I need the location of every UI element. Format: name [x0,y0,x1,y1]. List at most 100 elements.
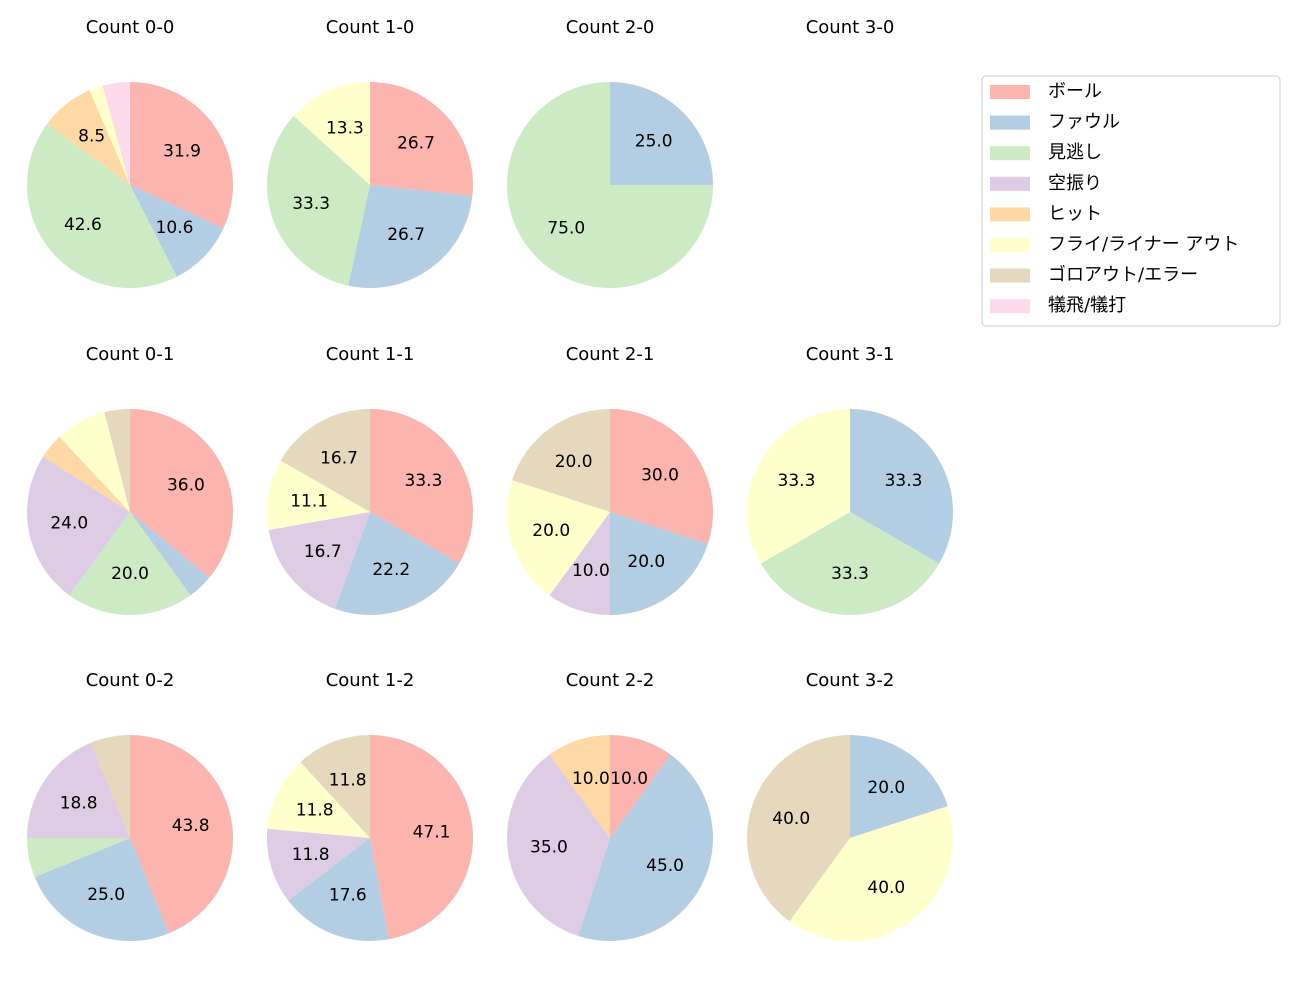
pie-slice [26,123,177,288]
pie-slice [789,806,953,941]
slice-label: 8.5 [78,127,105,147]
slice-label: 33.3 [405,471,443,491]
slice-label: 11.1 [290,491,328,511]
slice-label: 31.9 [163,142,201,162]
pie-slice [348,185,473,289]
slice-label: 26.7 [397,134,435,154]
legend-swatch [990,238,1030,252]
legend-swatch [990,207,1030,222]
slice-label: 43.8 [172,816,210,836]
slice-label: 30.0 [641,466,679,486]
pie-slice [43,436,130,512]
legend-label: ボール [1048,81,1102,102]
chart-title: Count 0-0 [86,17,175,38]
slice-label: 40.0 [867,878,905,898]
pie-slice [507,480,610,596]
pie-slice [130,185,224,277]
pie-slice [746,409,850,564]
legend-swatch [990,299,1030,314]
pie-slice [549,735,610,838]
pie-slice [370,82,474,196]
chart-title: Count 0-2 [86,670,175,691]
pie-slice [267,828,370,901]
legend-swatch [990,85,1030,99]
chart-title: Count 0-1 [86,344,175,365]
slice-label: 20.0 [555,452,593,472]
slice-label: 33.3 [831,564,869,584]
pie-slice [130,409,234,578]
pie-slice [104,409,130,512]
legend-box [981,75,1281,327]
slice-label: 10.0 [572,561,610,581]
pie-slice [293,82,370,185]
slice-label: 33.3 [292,194,330,214]
pie-slice [610,512,708,615]
slice-label: 25.0 [635,131,673,151]
slice-label: 16.7 [304,542,342,562]
chart-title: Count 1-1 [326,344,415,365]
slice-label: 36.0 [167,476,205,496]
chart-title: Count 3-1 [806,344,895,365]
slice-label: 33.3 [885,471,923,491]
pie-slice [90,735,130,838]
legend-swatch [990,268,1030,283]
slice-label: 26.7 [387,225,425,245]
slice-label: 20.0 [111,564,149,584]
pie-slice [130,735,234,934]
pie-slice [300,735,370,838]
pie-slice [130,512,210,596]
pie-slice [69,512,191,615]
pie-slice [27,742,130,838]
pie-slice [102,82,130,185]
slice-label: 10.0 [610,769,648,789]
slice-label: 24.0 [50,514,88,534]
legend-label: フライ/ライナー アウト [1048,234,1239,255]
slice-label: 75.0 [547,219,585,239]
slice-label: 20.0 [867,778,905,798]
legend-label: 犠飛/犠打 [1048,295,1126,316]
legend-label: ファウル [1048,112,1120,133]
legend-swatch [990,115,1030,130]
slice-label: 42.6 [64,215,102,235]
pie-slice [370,409,473,564]
slice-label: 11.8 [296,801,334,821]
slice-label: 35.0 [530,838,568,858]
legend-label: 見逃し [1048,142,1102,163]
slice-label: 33.3 [778,471,816,491]
pie-slice [266,115,370,286]
slice-label: 16.7 [320,449,358,469]
pie-slice [27,456,131,596]
pie-slice [747,735,850,922]
chart-title: Count 2-2 [566,670,655,691]
pie-slice [760,512,940,616]
slice-label: 18.8 [60,794,98,814]
pie-slice [335,512,460,615]
pie-slice [507,754,610,936]
pie-slice [267,761,370,838]
pie-slice [578,754,713,941]
pie-slice [89,85,130,185]
slice-label: 11.8 [292,845,330,865]
slice-label: 25.0 [87,885,125,905]
pie-slice [280,409,370,512]
chart-title: Count 3-0 [806,17,895,38]
slice-label: 45.0 [646,856,684,876]
legend-label: ヒット [1048,203,1102,224]
pie-slice [288,838,389,941]
slice-label: 10.0 [572,769,610,789]
slice-label: 13.3 [326,119,364,139]
slice-label: 17.6 [329,886,367,906]
pie-slice [512,409,610,512]
pie-slice [610,82,713,185]
pie-slice [47,90,131,185]
pie-slice [27,838,130,878]
pie-slice [610,409,713,544]
legend-swatch [990,146,1030,161]
slice-label: 11.8 [329,770,367,790]
chart-title: Count 2-1 [566,344,655,365]
pie-slice [850,409,954,564]
chart-title: Count 1-0 [326,17,415,38]
pie-slice [268,512,370,609]
chart-title: Count 2-0 [566,17,655,38]
